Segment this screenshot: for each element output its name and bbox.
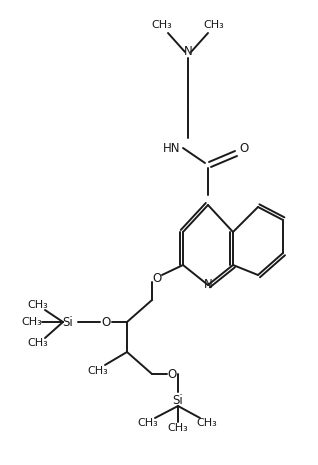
Text: CH₃: CH₃: [204, 20, 225, 30]
Text: CH₃: CH₃: [138, 418, 158, 428]
Text: HN: HN: [163, 141, 181, 154]
Text: N: N: [204, 279, 212, 292]
Text: O: O: [152, 272, 162, 285]
Text: CH₃: CH₃: [197, 418, 218, 428]
Text: CH₃: CH₃: [22, 317, 42, 327]
Text: CH₃: CH₃: [152, 20, 172, 30]
Text: CH₃: CH₃: [28, 300, 48, 310]
Text: N: N: [183, 46, 192, 59]
Text: CH₃: CH₃: [28, 338, 48, 348]
Text: CH₃: CH₃: [88, 366, 108, 376]
Text: O: O: [167, 367, 176, 380]
Text: Si: Si: [63, 315, 73, 328]
Text: CH₃: CH₃: [168, 423, 188, 433]
Text: Si: Si: [173, 393, 183, 406]
Text: O: O: [101, 315, 111, 328]
Text: O: O: [239, 141, 249, 154]
